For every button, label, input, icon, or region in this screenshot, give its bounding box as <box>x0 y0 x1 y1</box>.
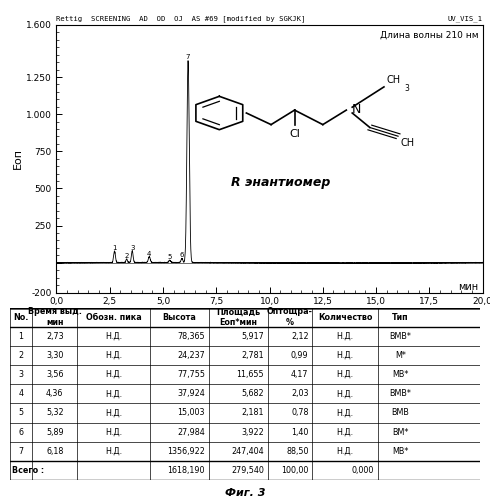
Text: 3: 3 <box>19 370 24 379</box>
Text: Н.Д.: Н.Д. <box>105 389 122 398</box>
Text: Высота: Высота <box>163 312 196 322</box>
Text: мин: мин <box>458 282 478 292</box>
Text: Обозн. пика: Обозн. пика <box>86 312 142 322</box>
Text: Н.Д.: Н.Д. <box>105 408 122 418</box>
Text: Тип: Тип <box>392 312 409 322</box>
Text: 15,003: 15,003 <box>177 408 205 418</box>
Text: 88,50: 88,50 <box>286 447 309 456</box>
Text: ВМВ: ВМВ <box>392 408 410 418</box>
Text: 37,924: 37,924 <box>177 389 205 398</box>
Text: М*: М* <box>395 351 406 360</box>
Text: Н.Д.: Н.Д. <box>337 332 354 341</box>
Text: Длина волны 210 нм: Длина волны 210 нм <box>380 30 478 40</box>
Text: 4: 4 <box>147 250 151 256</box>
Text: 6,18: 6,18 <box>46 447 63 456</box>
Text: 3,30: 3,30 <box>46 351 63 360</box>
Text: Н.Д.: Н.Д. <box>337 389 354 398</box>
Text: 4: 4 <box>19 389 24 398</box>
Text: Всего :: Всего : <box>12 466 44 475</box>
Text: Н.Д.: Н.Д. <box>105 447 122 456</box>
Text: Rettig  SCREENING  AD  OD  OJ  AS #69 [modified by SGKJK]: Rettig SCREENING AD OD OJ AS #69 [modifi… <box>56 16 306 22</box>
Text: 5,32: 5,32 <box>46 408 64 418</box>
Text: ВМВ*: ВМВ* <box>390 389 412 398</box>
Text: 4,17: 4,17 <box>291 370 309 379</box>
Text: 6: 6 <box>19 428 24 436</box>
Text: R энантиомер: R энантиомер <box>231 176 330 189</box>
Text: 77,755: 77,755 <box>177 370 205 379</box>
Text: ВМ*: ВМ* <box>392 428 409 436</box>
Text: 279,540: 279,540 <box>231 466 264 475</box>
Text: N: N <box>352 103 362 116</box>
Text: Н.Д.: Н.Д. <box>337 428 354 436</box>
Text: 5: 5 <box>19 408 24 418</box>
Text: Оптощра-
%: Оптощра- % <box>267 308 313 327</box>
Text: 0,000: 0,000 <box>352 466 374 475</box>
Text: 5,89: 5,89 <box>46 428 64 436</box>
Text: 2,781: 2,781 <box>241 351 264 360</box>
Text: 0,78: 0,78 <box>291 408 309 418</box>
Text: 78,365: 78,365 <box>177 332 205 341</box>
Text: CH: CH <box>400 138 415 147</box>
Text: 2: 2 <box>19 351 24 360</box>
Text: 1618,190: 1618,190 <box>168 466 205 475</box>
Text: No.: No. <box>13 312 29 322</box>
Text: Фиг. 3: Фиг. 3 <box>225 488 265 498</box>
Text: 1356,922: 1356,922 <box>167 447 205 456</box>
Text: 1,40: 1,40 <box>291 428 309 436</box>
Text: Cl: Cl <box>289 129 300 139</box>
Text: 7: 7 <box>19 447 24 456</box>
Text: 1: 1 <box>19 332 24 341</box>
Text: Н.Д.: Н.Д. <box>105 332 122 341</box>
Text: 5: 5 <box>168 254 172 260</box>
Text: 3: 3 <box>130 244 134 250</box>
Text: 3: 3 <box>404 84 409 93</box>
Text: МВ*: МВ* <box>392 370 409 379</box>
Text: 0,99: 0,99 <box>291 351 309 360</box>
Text: 2,12: 2,12 <box>291 332 309 341</box>
Text: 1: 1 <box>112 244 117 250</box>
Text: 5,917: 5,917 <box>241 332 264 341</box>
Text: 7: 7 <box>186 54 190 60</box>
Text: Н.Д.: Н.Д. <box>337 408 354 418</box>
Text: 5,682: 5,682 <box>241 389 264 398</box>
Text: Время выд.
мин: Время выд. мин <box>28 308 82 327</box>
Y-axis label: Еоп: Еоп <box>13 148 23 169</box>
Text: МВ*: МВ* <box>392 447 409 456</box>
Text: Н.Д.: Н.Д. <box>337 370 354 379</box>
Text: Н.Д.: Н.Д. <box>105 370 122 379</box>
Text: 2,181: 2,181 <box>241 408 264 418</box>
Text: 3,922: 3,922 <box>241 428 264 436</box>
Text: ВМВ*: ВМВ* <box>390 332 412 341</box>
Text: 4,36: 4,36 <box>46 389 63 398</box>
Text: 3,56: 3,56 <box>46 370 64 379</box>
Text: 100,00: 100,00 <box>281 466 309 475</box>
Text: Н.Д.: Н.Д. <box>105 428 122 436</box>
Text: 24,237: 24,237 <box>177 351 205 360</box>
Text: Н.Д.: Н.Д. <box>105 351 122 360</box>
Text: Н.Д.: Н.Д. <box>337 351 354 360</box>
Text: 2: 2 <box>124 252 129 258</box>
Text: UV_VIS_1: UV_VIS_1 <box>448 16 483 22</box>
Text: CH: CH <box>386 76 400 86</box>
Text: Н.Д.: Н.Д. <box>337 447 354 456</box>
Text: 247,404: 247,404 <box>231 447 264 456</box>
Text: Площадь
Еоп*мин: Площадь Еоп*мин <box>216 308 260 327</box>
Text: 11,655: 11,655 <box>236 370 264 379</box>
Text: Количество: Количество <box>318 312 372 322</box>
Text: 2,73: 2,73 <box>46 332 64 341</box>
Text: 6: 6 <box>180 252 184 258</box>
Text: 2,03: 2,03 <box>291 389 309 398</box>
Text: 27,984: 27,984 <box>177 428 205 436</box>
